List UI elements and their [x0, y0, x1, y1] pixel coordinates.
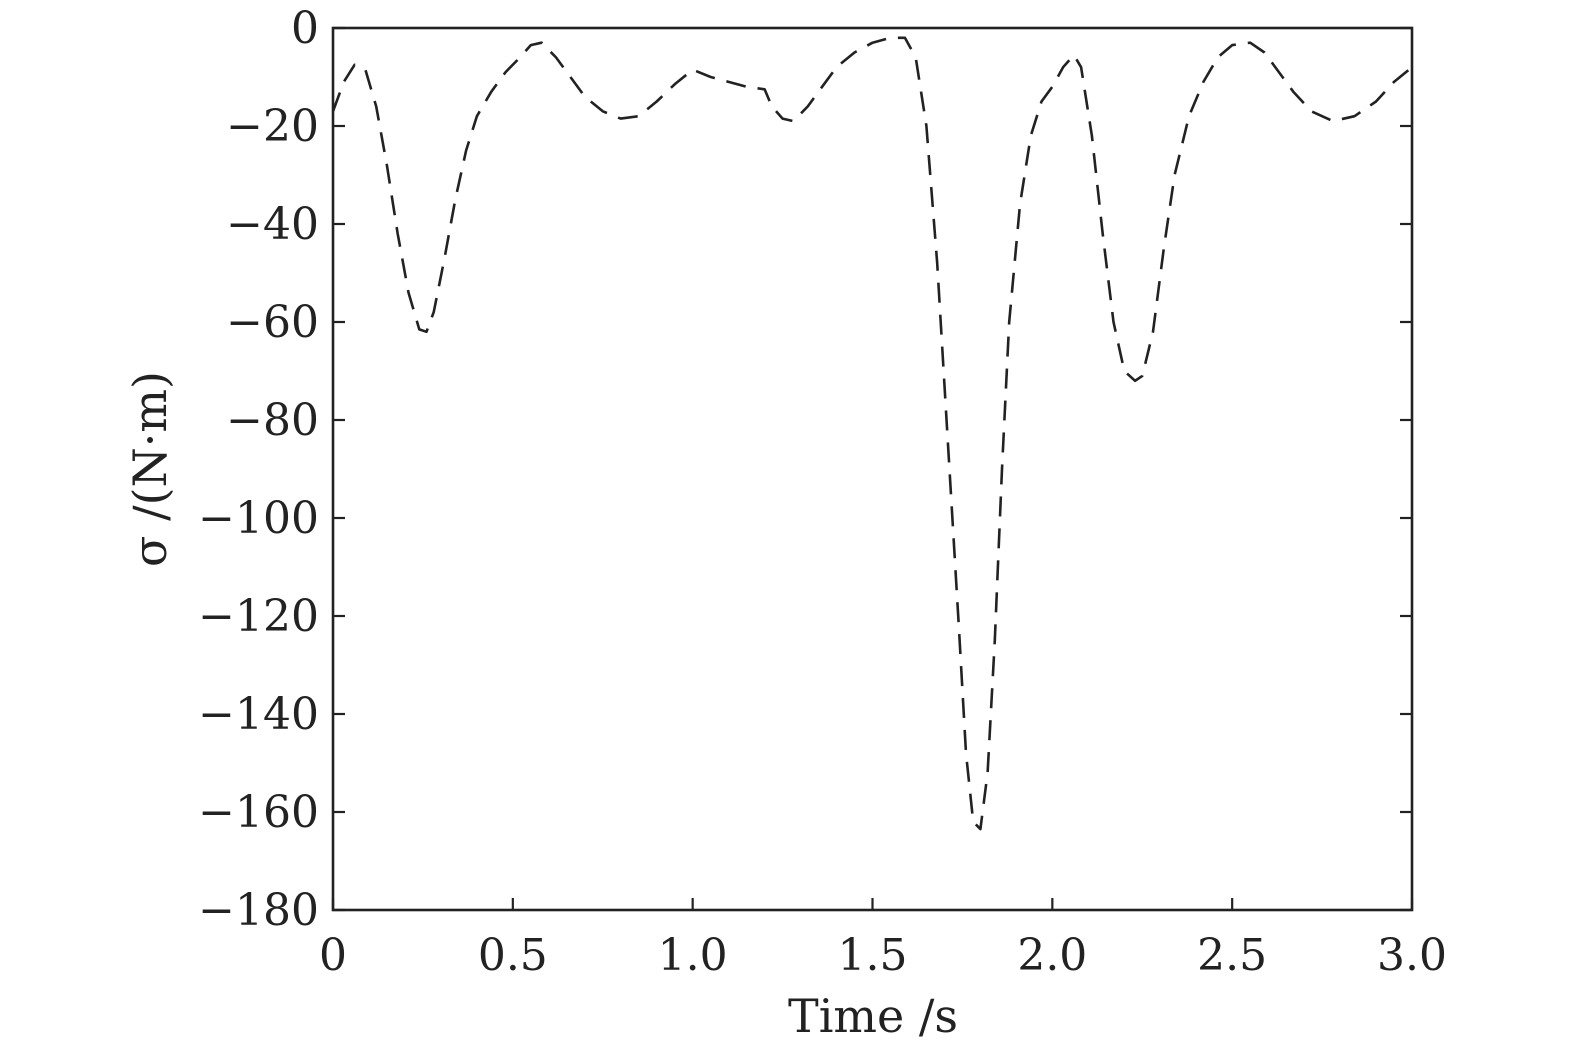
y-tick-label: 0 — [291, 3, 319, 54]
y-tick-label: −80 — [226, 395, 319, 446]
x-tick-label: 1.0 — [658, 930, 728, 981]
x-tick-label: 2.5 — [1197, 930, 1267, 981]
y-axis-label: σ /(N·m) — [123, 371, 177, 567]
x-tick-label: 0 — [319, 930, 347, 981]
axis-ticks: 0 0.5 1.0 1.5 2.0 2.5 3.0 0 −20 −40 −60 −80 −100 −120… — [198, 3, 1447, 981]
plot-frame — [331, 26, 1414, 912]
y-tick-label: −40 — [226, 199, 319, 250]
y-tick-label: −120 — [198, 591, 319, 642]
y-tick-label: −180 — [198, 885, 319, 936]
y-tick-label: −20 — [226, 101, 319, 152]
x-axis-label: Time /s — [788, 989, 958, 1043]
y-tick-label: −100 — [198, 493, 319, 544]
series-line-0 — [333, 36, 1412, 831]
x-tick-label: 1.5 — [838, 930, 908, 981]
y-tick-label: −160 — [198, 787, 319, 838]
y-tick-label: −140 — [198, 689, 319, 740]
x-tick-label: 0.5 — [478, 930, 548, 981]
y-tick-label: −60 — [226, 297, 319, 348]
x-tick-label: 3.0 — [1377, 930, 1447, 981]
x-tick-label: 2.0 — [1017, 930, 1087, 981]
plot-area — [331, 26, 1414, 912]
